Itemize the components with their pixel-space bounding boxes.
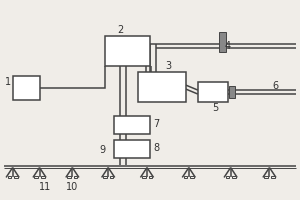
Bar	[110, 176, 113, 178]
Bar	[264, 176, 268, 178]
Bar	[114, 140, 150, 158]
Bar	[226, 176, 229, 178]
Bar	[41, 176, 45, 178]
Bar	[190, 176, 194, 178]
Bar	[67, 176, 71, 178]
Bar	[271, 176, 275, 178]
Bar	[103, 176, 107, 178]
Bar	[8, 176, 11, 178]
Bar	[13, 76, 40, 100]
Bar	[142, 176, 146, 178]
Text: 2: 2	[117, 25, 123, 35]
Bar	[198, 82, 228, 102]
Bar	[232, 176, 236, 178]
Text: 8: 8	[153, 143, 159, 153]
Text: 3: 3	[165, 61, 171, 71]
Text: 4: 4	[225, 41, 231, 51]
Bar	[148, 176, 152, 178]
Bar	[105, 36, 150, 66]
Bar	[14, 176, 18, 178]
Bar	[138, 72, 186, 102]
Bar	[74, 176, 77, 178]
Text: 1: 1	[5, 77, 11, 87]
Bar	[184, 176, 187, 178]
Text: 11: 11	[39, 182, 52, 192]
Bar	[114, 116, 150, 134]
Bar	[219, 32, 226, 52]
Text: 10: 10	[66, 182, 79, 192]
Text: 5: 5	[213, 103, 219, 113]
Text: 7: 7	[153, 119, 159, 129]
Bar	[229, 86, 235, 98]
Text: 6: 6	[272, 81, 278, 91]
Text: 9: 9	[99, 145, 105, 155]
Bar	[34, 176, 38, 178]
